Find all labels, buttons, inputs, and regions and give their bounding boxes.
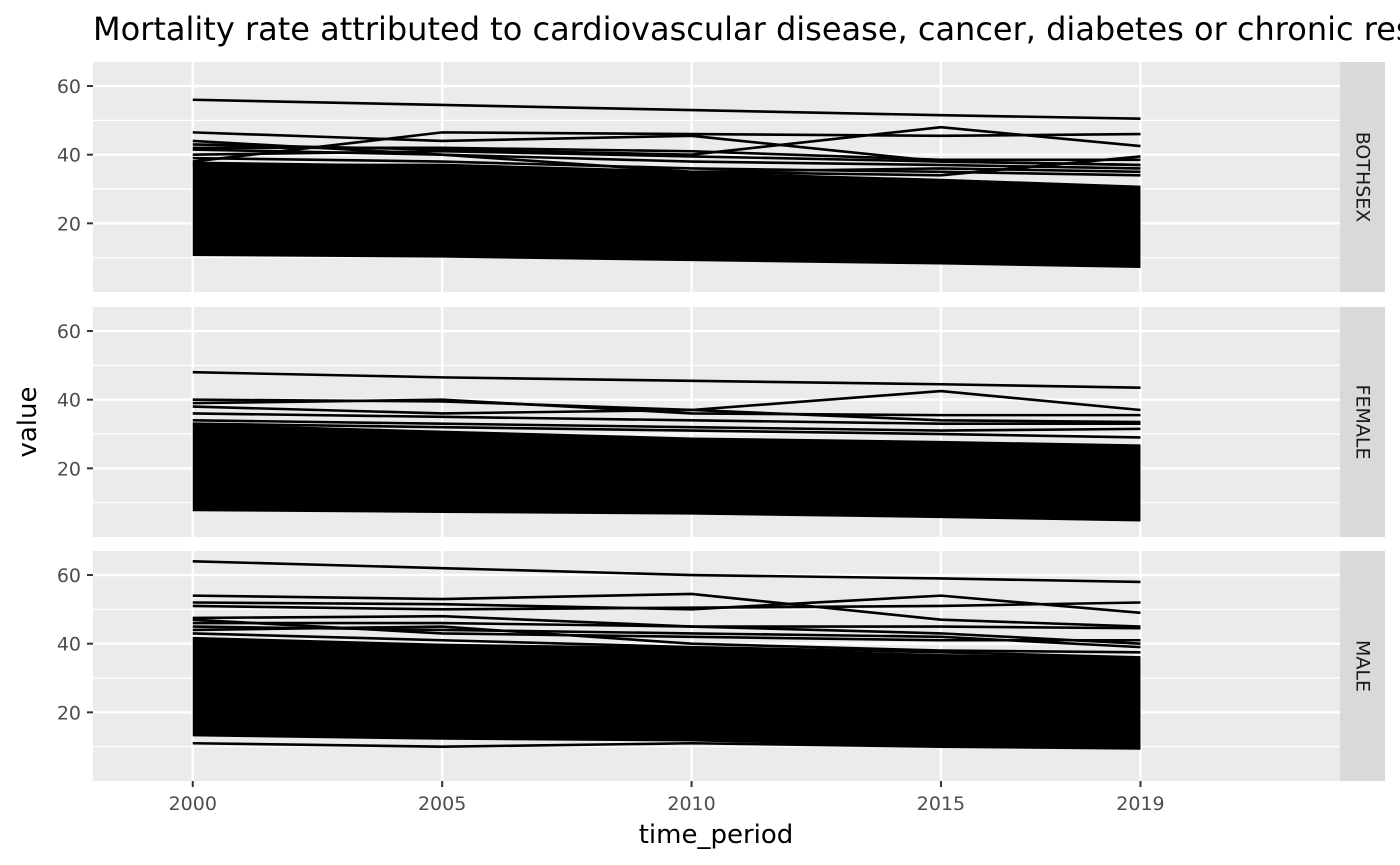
series-line — [192, 592, 1141, 628]
series-line — [192, 98, 1141, 120]
series-line — [192, 156, 1141, 177]
facet-panel-bothsex: 20 40 60 BOTHSEX — [57, 62, 1385, 292]
series-line — [192, 412, 1141, 426]
series-line — [192, 632, 1141, 659]
series-line — [192, 370, 1141, 389]
x-axis-title: time_period — [639, 820, 794, 850]
series-line — [192, 418, 1141, 432]
series-line — [192, 131, 1141, 163]
facet-strip — [1340, 551, 1385, 781]
facet-panels: 20 40 60 BOTHSEX 20 40 60 FEMALE 20 40 60 MALE — [57, 62, 1385, 781]
series-line — [192, 422, 1141, 439]
y-tick-label: 60 — [57, 76, 81, 98]
x-tick-label: 2015 — [917, 793, 965, 815]
series-line — [192, 741, 1141, 750]
series-line — [192, 621, 1141, 645]
facet-strip-label: BOTHSEX — [1352, 132, 1374, 223]
series-line — [192, 146, 1141, 162]
facet-panel-female: 20 40 60 FEMALE — [57, 307, 1385, 537]
y-tick-label: 60 — [57, 321, 81, 343]
y-axis-title: value — [13, 386, 43, 457]
facet-strip-label: FEMALE — [1352, 385, 1374, 460]
y-tick-label: 60 — [57, 565, 81, 587]
dense-series-band — [192, 161, 1141, 268]
series-line — [192, 625, 1141, 654]
y-tick-label: 20 — [57, 213, 81, 235]
facet-strip — [1340, 62, 1385, 292]
x-tick-label: 2010 — [667, 793, 715, 815]
facet-panel-male: 20 40 60 MALE — [57, 551, 1385, 781]
y-tick-label: 40 — [57, 634, 81, 656]
series-line — [192, 139, 1141, 170]
chart-title: Mortality rate attributed to cardiovascu… — [93, 10, 1400, 48]
y-tick-label: 20 — [57, 702, 81, 724]
series-line — [192, 155, 1141, 177]
x-tick-label: 2005 — [418, 793, 466, 815]
facet-strip — [1340, 307, 1385, 537]
dense-series-band — [192, 636, 1141, 749]
x-tick-label: 2019 — [1116, 793, 1164, 815]
y-tick-label: 40 — [57, 390, 81, 412]
dense-series-band — [192, 423, 1141, 522]
series-line — [192, 594, 1141, 615]
x-axis: 2000 2005 2010 2015 2019 — [169, 781, 1165, 815]
series-line — [192, 559, 1141, 584]
x-tick-label: 2000 — [169, 793, 217, 815]
y-tick-label: 40 — [57, 145, 81, 167]
series-line — [192, 398, 1141, 417]
facet-strip-label: MALE — [1352, 640, 1374, 692]
series-line — [192, 405, 1141, 424]
series-line — [192, 601, 1141, 611]
y-tick-label: 20 — [57, 458, 81, 480]
